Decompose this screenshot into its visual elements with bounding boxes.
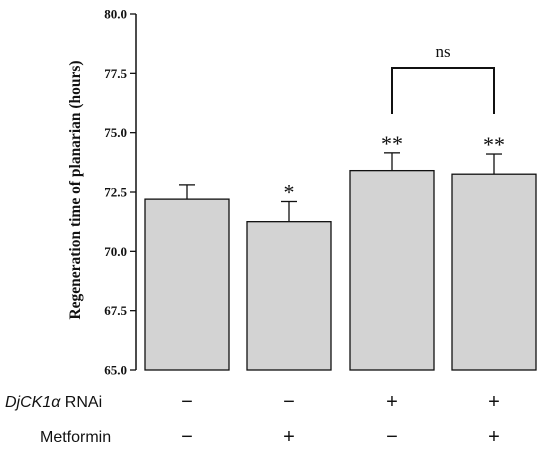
condition-minus: − xyxy=(386,426,398,448)
condition-plus: + xyxy=(386,391,398,413)
comparison-bracket: ns xyxy=(391,42,495,114)
y-tick-label: 75.0 xyxy=(104,125,127,140)
y-tick-label: 65.0 xyxy=(104,363,127,378)
y-tick-label: 80.0 xyxy=(104,7,127,22)
condition-minus: − xyxy=(181,391,193,413)
y-tick-label: 77.5 xyxy=(104,66,127,81)
y-tick-label: 67.5 xyxy=(104,303,127,318)
condition-label: DjCK1α RNAi xyxy=(5,394,102,411)
condition-plus: + xyxy=(488,426,500,448)
condition-minus: − xyxy=(181,426,193,448)
condition-plus: + xyxy=(488,391,500,413)
y-axis-label: Regeneration time of planarian (hours) xyxy=(67,60,84,319)
significance-label: * xyxy=(284,179,295,204)
y-tick-label: 70.0 xyxy=(104,244,127,259)
condition-label-text: RNAi xyxy=(60,394,102,411)
comparison-label: ns xyxy=(435,42,450,61)
bar xyxy=(246,221,332,371)
bar xyxy=(349,169,435,371)
bars xyxy=(144,169,537,371)
bar xyxy=(144,198,230,371)
condition-plus: + xyxy=(283,426,295,448)
error-bars xyxy=(179,152,502,222)
significance-label: ** xyxy=(381,131,403,156)
condition-label: Metformin xyxy=(40,429,111,446)
condition-table: DjCK1α RNAi − − + + Metformin − + − + xyxy=(5,391,500,448)
significance-marks: *** ** xyxy=(284,131,506,205)
condition-minus: − xyxy=(283,391,295,413)
condition-label-italic: DjCK1α xyxy=(5,394,61,411)
y-tick-label: 72.5 xyxy=(104,185,127,200)
condition-label-text: Metformin xyxy=(40,429,111,446)
significance-label: ** xyxy=(483,132,505,157)
comparison-bracket-line xyxy=(391,67,495,114)
bar xyxy=(451,173,537,371)
y-axis: 65.0 67.5 70.0 72.5 75.0 77.5 80.0 xyxy=(104,7,137,378)
